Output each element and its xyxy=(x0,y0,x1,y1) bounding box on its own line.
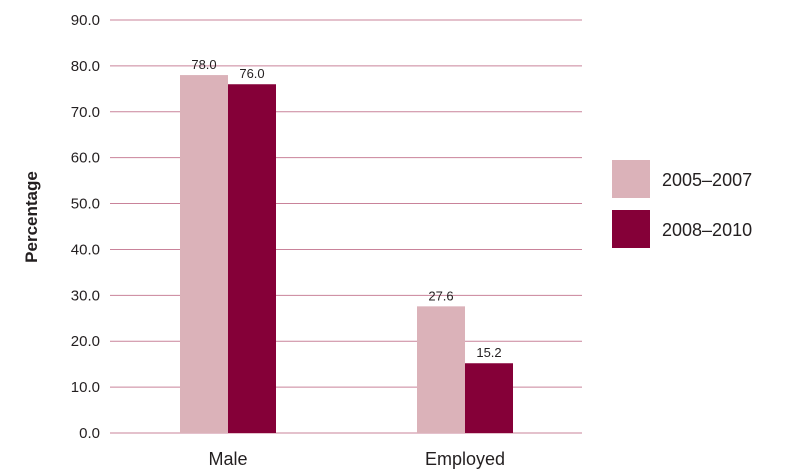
y-axis-title: Percentage xyxy=(22,171,41,263)
legend-label: 2008–2010 xyxy=(662,220,752,240)
y-tick-label: 30.0 xyxy=(71,287,100,304)
bar-employed-series-1 xyxy=(417,306,465,433)
y-tick-label: 10.0 xyxy=(71,379,100,396)
y-tick-label: 40.0 xyxy=(71,241,100,258)
y-tick-label: 80.0 xyxy=(71,58,100,75)
bars xyxy=(180,75,513,434)
y-tick-label: 50.0 xyxy=(71,196,100,213)
y-axis-tick-labels: 0.0 10.0 20.0 30.0 40.0 50.0 60.0 70.0 80.0 90.0 xyxy=(71,12,100,442)
data-label: 78.0 xyxy=(191,57,216,72)
bar-male-series-1 xyxy=(180,75,228,434)
legend-swatch xyxy=(612,160,650,198)
legend-swatch xyxy=(612,210,650,248)
legend-label: 2005–2007 xyxy=(662,170,752,190)
bar-employed-series-2 xyxy=(465,363,513,433)
bar-male-series-2 xyxy=(228,84,276,433)
x-category-label: Male xyxy=(208,449,247,469)
y-tick-label: 70.0 xyxy=(71,104,100,121)
data-label: 15.2 xyxy=(476,345,501,360)
y-tick-label: 20.0 xyxy=(71,333,100,350)
data-labels: 78.0 76.0 27.6 15.2 xyxy=(191,57,501,360)
y-tick-label: 0.0 xyxy=(79,425,100,442)
data-label: 76.0 xyxy=(239,66,264,81)
x-axis-category-labels: Male Employed xyxy=(208,449,505,469)
data-label: 27.6 xyxy=(428,288,453,303)
legend: 2005–2007 2008–2010 xyxy=(612,160,752,248)
y-tick-label: 90.0 xyxy=(71,12,100,29)
y-tick-label: 60.0 xyxy=(71,150,100,167)
x-category-label: Employed xyxy=(425,449,505,469)
